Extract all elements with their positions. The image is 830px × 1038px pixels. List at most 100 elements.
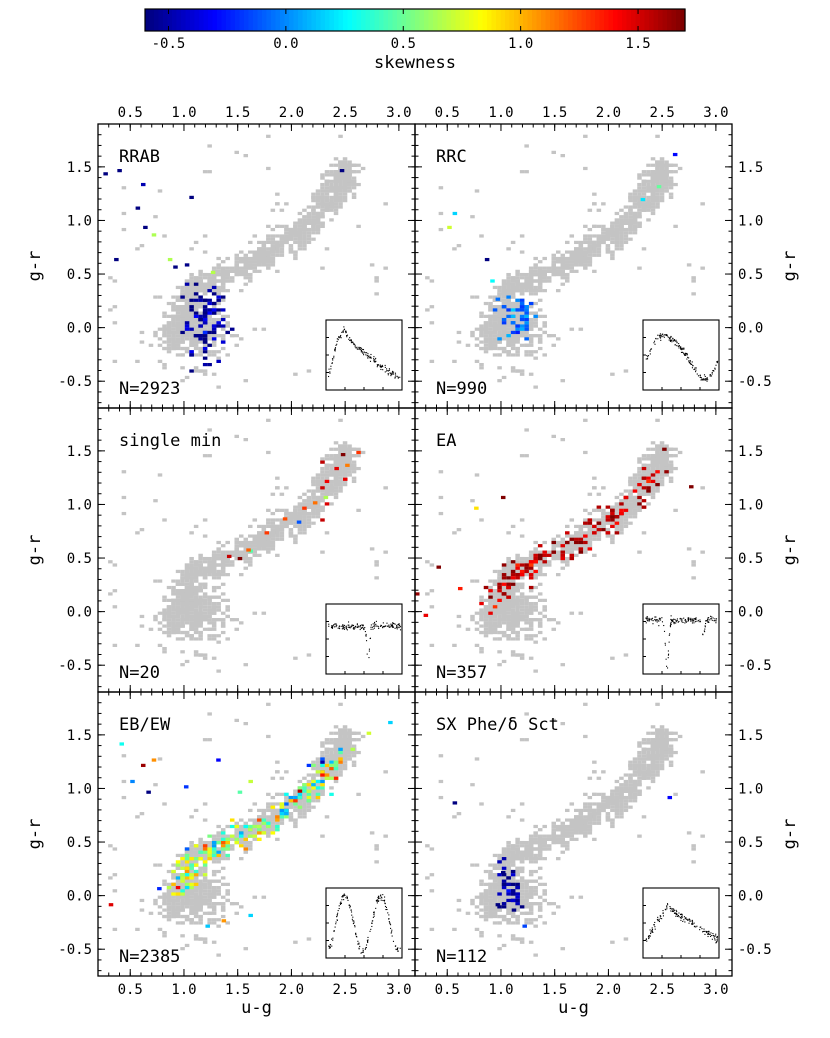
background-cell bbox=[659, 189, 665, 193]
background-cell bbox=[596, 247, 602, 251]
background-cell bbox=[288, 227, 294, 232]
background-cell bbox=[243, 547, 249, 551]
background-cell bbox=[284, 202, 289, 206]
background-cell bbox=[207, 321, 212, 325]
background-cell bbox=[320, 202, 325, 206]
background-cell bbox=[342, 192, 348, 196]
lightcurve-point bbox=[378, 626, 380, 628]
background-cell bbox=[121, 511, 127, 516]
background-cell bbox=[211, 321, 217, 325]
lightcurve-point bbox=[711, 373, 713, 375]
background-cell bbox=[628, 199, 633, 203]
background-cell bbox=[637, 266, 642, 270]
colorbar-tick-label: 1.0 bbox=[508, 36, 533, 52]
background-cell bbox=[202, 560, 208, 564]
lightcurve-point bbox=[660, 334, 662, 336]
lightcurve-point bbox=[345, 331, 347, 333]
class-cell bbox=[202, 362, 208, 367]
background-cell bbox=[220, 260, 226, 264]
lightcurve-point bbox=[376, 366, 378, 368]
lightcurve-point bbox=[342, 625, 344, 627]
colorbar-swatch bbox=[635, 9, 641, 31]
background-cell bbox=[275, 253, 280, 257]
background-cell bbox=[288, 511, 294, 516]
background-cell bbox=[596, 250, 602, 254]
lightcurve-point bbox=[346, 334, 349, 336]
background-cell bbox=[238, 540, 244, 545]
lightcurve-point bbox=[342, 330, 344, 332]
background-cell bbox=[211, 556, 217, 561]
background-cell bbox=[234, 544, 239, 548]
lightcurve-point bbox=[680, 351, 683, 353]
background-cell bbox=[324, 463, 330, 467]
background-cell bbox=[198, 653, 203, 657]
background-cell bbox=[583, 531, 588, 535]
background-cell bbox=[628, 221, 633, 225]
background-cell bbox=[623, 211, 629, 216]
class-cell bbox=[519, 314, 525, 318]
background-cell bbox=[238, 337, 244, 341]
lightcurve-point bbox=[392, 626, 394, 628]
background-cell bbox=[637, 224, 642, 228]
background-cell bbox=[180, 618, 185, 622]
background-cell bbox=[220, 285, 226, 290]
class-cell bbox=[193, 298, 199, 302]
colorbar-swatch bbox=[172, 9, 178, 31]
background-cell bbox=[293, 237, 298, 241]
background-cell bbox=[234, 550, 239, 554]
background-cell bbox=[202, 301, 208, 306]
class-cell bbox=[202, 308, 208, 312]
background-cell bbox=[306, 495, 312, 500]
background-cell bbox=[252, 544, 258, 548]
lightcurve-point bbox=[350, 626, 352, 628]
background-cell bbox=[198, 630, 203, 635]
lightcurve-point bbox=[330, 365, 332, 367]
colorbar-swatch bbox=[253, 9, 259, 31]
background-cell bbox=[243, 263, 249, 267]
background-cell bbox=[171, 592, 176, 596]
background-cell bbox=[216, 289, 221, 293]
background-cell bbox=[632, 224, 638, 228]
colorbar-swatch bbox=[370, 9, 376, 31]
background-cell bbox=[497, 334, 502, 338]
lightcurve-point bbox=[390, 375, 392, 377]
background-cell bbox=[546, 269, 552, 273]
background-cell bbox=[614, 227, 620, 232]
lightcurve-point bbox=[358, 347, 360, 349]
background-cell bbox=[302, 215, 307, 219]
background-cell bbox=[261, 250, 267, 254]
background-cell bbox=[108, 592, 113, 596]
lightcurve-point bbox=[353, 627, 355, 629]
lightcurve-point bbox=[369, 357, 372, 359]
background-cell bbox=[569, 253, 575, 257]
lightcurve-point bbox=[390, 625, 392, 627]
background-cell bbox=[519, 556, 525, 561]
lightcurve-point bbox=[364, 627, 366, 629]
background-cell bbox=[302, 234, 307, 238]
lightcurve-point bbox=[392, 622, 394, 624]
background-cell bbox=[592, 202, 597, 206]
background-cell bbox=[537, 337, 543, 341]
colorbar-swatch bbox=[599, 9, 605, 31]
background-cell bbox=[479, 311, 484, 315]
background-cell bbox=[193, 566, 199, 570]
lightcurve-point bbox=[376, 364, 378, 366]
background-cell bbox=[184, 314, 190, 318]
background-cell bbox=[537, 269, 543, 273]
background-cell bbox=[193, 330, 199, 335]
background-cell bbox=[220, 272, 226, 277]
background-cell bbox=[180, 608, 185, 612]
background-cell bbox=[306, 215, 312, 219]
background-cell bbox=[171, 314, 176, 318]
lightcurve-point bbox=[692, 365, 694, 367]
background-cell bbox=[184, 589, 190, 593]
background-cell bbox=[189, 592, 194, 596]
background-cell bbox=[180, 573, 185, 577]
background-cell bbox=[211, 279, 217, 283]
outlier-cell bbox=[640, 197, 646, 202]
lightcurve-point bbox=[345, 331, 347, 333]
lightcurve-point bbox=[660, 339, 662, 341]
lightcurve-point bbox=[649, 353, 651, 355]
background-cell bbox=[324, 192, 330, 196]
background-cell bbox=[333, 202, 339, 206]
